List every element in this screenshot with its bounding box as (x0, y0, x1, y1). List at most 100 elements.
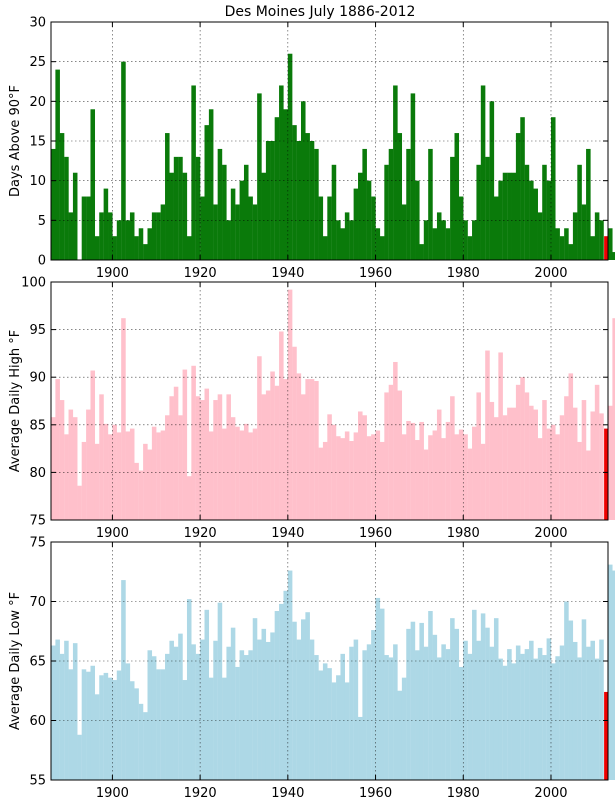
chart-bar-3-1998 (542, 655, 547, 780)
chart-bar-3-1890 (68, 669, 74, 780)
chart-bar-3-1932 (252, 618, 258, 780)
chart-bar-3-1896 (94, 694, 100, 780)
chart-bar-2-1953 (344, 431, 350, 520)
chart-bar-2-1946 (314, 381, 319, 520)
chart-bar-1-1996 (533, 188, 538, 260)
chart-bar-1-1989 (502, 172, 508, 260)
chart-bar-3-1891 (72, 643, 78, 780)
chart-bar-1-1924 (217, 148, 223, 260)
chart-bar-2-1934 (261, 394, 267, 520)
chart-bar-2-2005 (572, 407, 578, 520)
chart-bar-2-1901 (116, 432, 122, 520)
y-axis-label-3: Average Daily Low °F (8, 592, 23, 730)
chart-bar-3-1906 (138, 703, 144, 780)
chart-bar-3-2000 (550, 663, 556, 780)
chart-bar-2-1900 (112, 424, 117, 520)
chart-bar-1-1921 (204, 125, 210, 260)
chart-bar-1-1909 (151, 212, 157, 260)
chart-bar-3-2011 (599, 639, 604, 780)
chart-bar-1-1888 (59, 133, 65, 260)
chart-bar-2-1960 (375, 430, 381, 520)
chart-bar-2-1994 (524, 392, 530, 520)
x-tick-label: 2000 (534, 526, 567, 541)
y-tick-label: 75 (29, 514, 46, 529)
chart-bar-2-1918 (191, 365, 196, 520)
chart-bar-3-1945 (309, 639, 315, 780)
chart-bar-1-1931 (248, 196, 253, 260)
chart-bar-1-1907 (143, 244, 148, 260)
y-tick-label: 20 (29, 95, 46, 110)
chart-bar-3-1976 (445, 649, 451, 780)
x-tick-label: 1960 (359, 786, 392, 800)
chart-bar-1-1938 (279, 85, 284, 260)
chart-bar-1-1922 (208, 109, 214, 261)
chart-bar-2-1890 (68, 409, 74, 520)
chart-bar-2-1940 (287, 289, 293, 520)
chart-bar-3-1913 (169, 640, 174, 780)
y-tick-label: 25 (29, 55, 46, 70)
y-tick-label: 30 (29, 16, 46, 31)
chart-bar-1-1900 (112, 236, 117, 260)
chart-bar-3-1925 (222, 677, 227, 780)
chart-bar-2-1966 (401, 434, 407, 520)
chart-bar-3-1968 (410, 621, 416, 780)
chart-bar-3-1908 (147, 650, 153, 780)
chart-bar-2-1912 (165, 415, 170, 520)
chart-bar-3-1958 (366, 644, 372, 780)
chart-bar-3-1917 (186, 599, 192, 780)
chart-bar-1-1962 (384, 164, 389, 260)
chart-bar-3-1924 (217, 602, 223, 780)
chart-bar-1-1998 (542, 164, 547, 260)
chart-bar-2-1973 (432, 430, 438, 520)
chart-bar-1-1917 (186, 236, 192, 260)
chart-bar-2-2006 (577, 441, 582, 520)
chart-bar-1-2005 (572, 212, 578, 260)
chart-bar-2-1985 (485, 350, 490, 520)
chart-bar-1-2000 (550, 117, 556, 260)
chart-bar-2-1892 (77, 485, 82, 520)
chart-bar-1-1934 (261, 172, 267, 260)
chart-bar-1-1983 (476, 164, 481, 260)
chart-bar-1-1972 (428, 148, 433, 260)
chart-bar-2-1974 (436, 409, 442, 520)
chart-bar-2-1951 (336, 436, 341, 520)
chart-bar-3-1975 (441, 644, 446, 780)
chart-bar-3-1915 (178, 633, 183, 780)
chart-bar-1-1887 (55, 69, 60, 260)
chart-bar-3-1901 (116, 670, 122, 780)
chart-bar-3-1950 (331, 682, 337, 780)
x-tick-label: 2000 (534, 266, 567, 281)
chart-bar-1-2008 (586, 148, 591, 260)
chart-bar-2-1969 (415, 440, 420, 520)
chart-bar-2-1919 (195, 396, 201, 520)
x-tick-label: 1980 (447, 786, 480, 800)
chart-bar-3-1919 (195, 653, 201, 780)
chart-bar-1-1897 (99, 212, 104, 260)
chart-bar-3-1928 (235, 666, 240, 780)
chart-bar-3-1918 (191, 644, 196, 780)
chart-bar-2-1961 (379, 441, 385, 520)
chart-bar-2-1968 (410, 422, 416, 520)
chart-bar-3-1961 (379, 608, 385, 780)
chart-bar-1-1950 (331, 164, 337, 260)
chart-bar-1-1930 (243, 164, 249, 260)
chart-bar-2-1948 (322, 441, 328, 520)
chart-bar-1-1955 (353, 188, 359, 260)
chart-bar-3-1959 (371, 630, 376, 780)
chart-bar-2-1945 (309, 379, 315, 520)
chart-bar-2-1893 (81, 441, 87, 520)
chart-bar-3-1956 (358, 716, 363, 780)
chart-bar-2-1932 (252, 428, 258, 520)
x-tick-label: 1940 (271, 526, 304, 541)
chart-bar-3-1900 (112, 680, 117, 780)
chart-bar-1-1965 (397, 133, 403, 260)
chart-bar-2-1943 (300, 394, 306, 520)
chart-bar-1-1949 (327, 196, 332, 260)
chart-bar-3-1937 (274, 611, 280, 780)
chart-bar-3-1988 (498, 658, 503, 780)
chart-bar-2-1926 (226, 394, 231, 520)
chart-bar-2-1947 (318, 447, 324, 520)
chart-bar-1-2012 (604, 236, 608, 260)
chart-bar-1-1977 (450, 156, 455, 260)
